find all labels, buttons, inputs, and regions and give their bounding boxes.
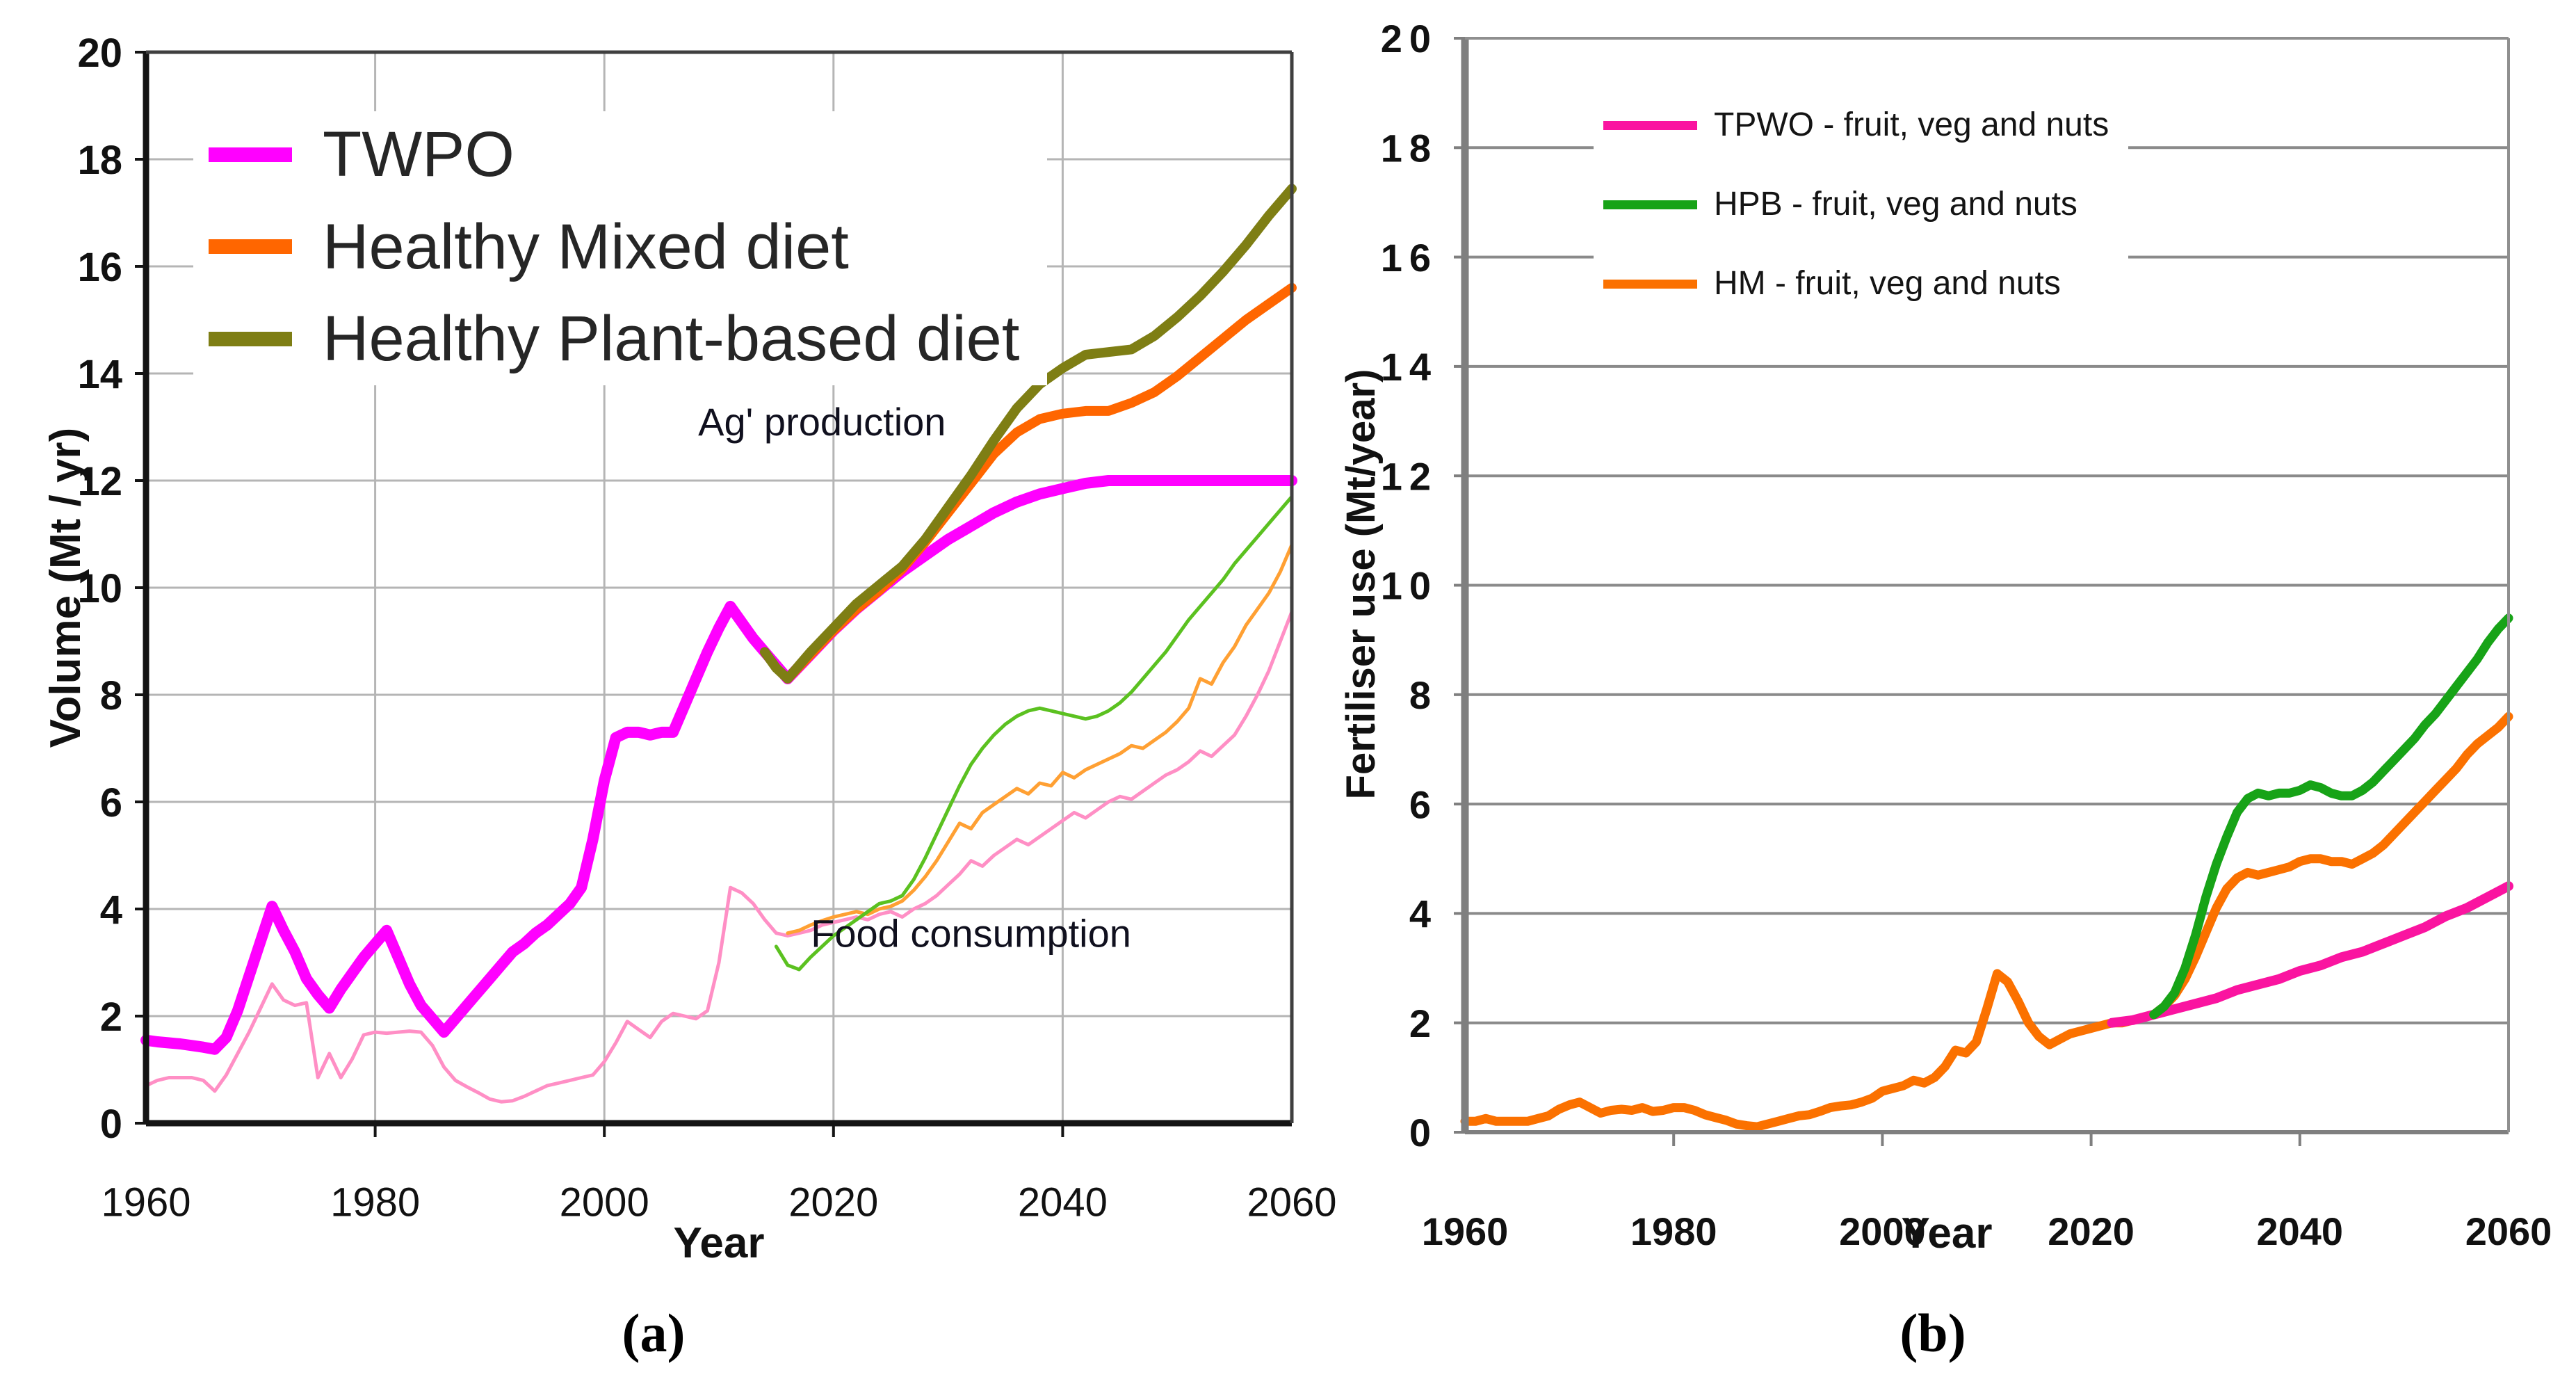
x-tick-label-1960: 1960 [1422,1209,1509,1253]
y-axis-title-b: Fertiliser use (Mt/year) [1338,369,1384,800]
x-tick-label-2060: 2060 [2465,1209,2552,1253]
legend-item-a-1: Healthy Mixed diet [209,211,1019,282]
series-b-1-line [2107,881,2513,1028]
legend-item-a-2: Healthy Plant-based diet [209,305,1019,373]
y-tick-label-14: 14 [77,352,122,397]
x-tick-label-2000: 2000 [1839,1209,1926,1253]
y-tick-label-4: 4 [100,887,122,933]
y-tick-label-2: 2 [1409,1001,1438,1045]
x-tick-label-2040: 2040 [1018,1180,1108,1225]
legend-label-a-1: Healthy Mixed diet [323,211,849,282]
legend-item-b-0: TPWO - fruit, veg and nuts [1603,108,2109,142]
legend-chart-a: TWPO Healthy Mixed diet Healthy Plant-base… [193,111,1048,385]
x-tick-label-2000: 2000 [560,1180,649,1225]
subfigure-caption-a: (a) [622,1303,686,1363]
x-tick-label-2040: 2040 [2257,1209,2344,1253]
y-tick-label-8: 8 [100,673,122,718]
y-tick-label-6: 6 [1409,782,1438,826]
series-a-5-line [759,184,1297,684]
legend-label-a-2: Healthy Plant-based diet [323,303,1020,375]
y-tick-label-0: 0 [100,1102,122,1147]
series-a-2-line [774,494,1294,972]
y-tick-label-10: 10 [1381,564,1438,608]
y-tick-label-16: 16 [77,245,122,290]
legend-item-b-1: HPB - fruit, veg and nuts [1603,188,2109,221]
legend-chart-b: TPWO - fruit, veg and nuts HPB - fruit, v… [1594,102,2129,310]
y-tick-label-0: 0 [1409,1111,1438,1154]
series-a-3-line [140,475,1297,1055]
legend-label-b-1: HPB - fruit, veg and nuts [1714,186,2077,223]
legend-swatch-b-0 [1603,120,1697,130]
x-axis-title-b: Year [1901,1209,1993,1257]
y-tick-label-12: 12 [1381,454,1438,498]
x-tick-label-2020: 2020 [2048,1209,2134,1253]
legend-swatch-a-2 [209,331,292,346]
x-tick-label-2060: 2060 [1247,1180,1336,1225]
y-tick-label-20: 20 [77,31,122,76]
y-tick-label-10: 10 [77,566,122,611]
legend-item-b-2: HM - fruit, veg and nuts [1603,267,2109,300]
legend-swatch-a-1 [209,239,292,255]
x-tick-label-1980: 1980 [1630,1209,1717,1253]
series-a-0-line [144,610,1294,1104]
y-tick-label-8: 8 [1409,673,1438,717]
x-tick-label-1960: 1960 [101,1180,191,1225]
legend-label-b-2: HM - fruit, veg and nuts [1714,265,2061,302]
legend-label-a-0: TWPO [323,119,515,190]
subfigure-caption-b: (b) [1899,1303,1966,1363]
y-tick-label-12: 12 [77,459,122,504]
x-axis-title-a: Year [673,1219,765,1267]
legend-swatch-b-2 [1603,279,1697,289]
y-tick-label-18: 18 [1381,126,1438,170]
y-tick-label-16: 16 [1381,236,1438,280]
y-tick-label-14: 14 [1381,345,1438,389]
y-tick-label-6: 6 [100,780,122,826]
annotation-a-0: Ag' production [698,400,946,444]
series-b-2-line [2149,613,2513,1020]
y-tick-label-4: 4 [1409,892,1438,936]
y-tick-label-2: 2 [100,995,122,1040]
x-tick-label-2020: 2020 [788,1180,878,1225]
legend-label-b-0: TPWO - fruit, veg and nuts [1714,106,2109,143]
legend-swatch-a-0 [209,147,292,162]
legend-swatch-b-1 [1603,200,1697,209]
y-tick-label-20: 20 [1381,17,1438,61]
x-tick-label-1980: 1980 [330,1180,420,1225]
annotation-a-1: Food consumption [811,911,1131,955]
y-tick-label-18: 18 [77,138,122,183]
legend-item-a-0: TWPO [209,121,1019,188]
series-b-0-line [1460,711,2513,1132]
series-a-1-line [786,542,1294,935]
y-axis-title-a: Volume (Mt / yr) [42,427,90,748]
